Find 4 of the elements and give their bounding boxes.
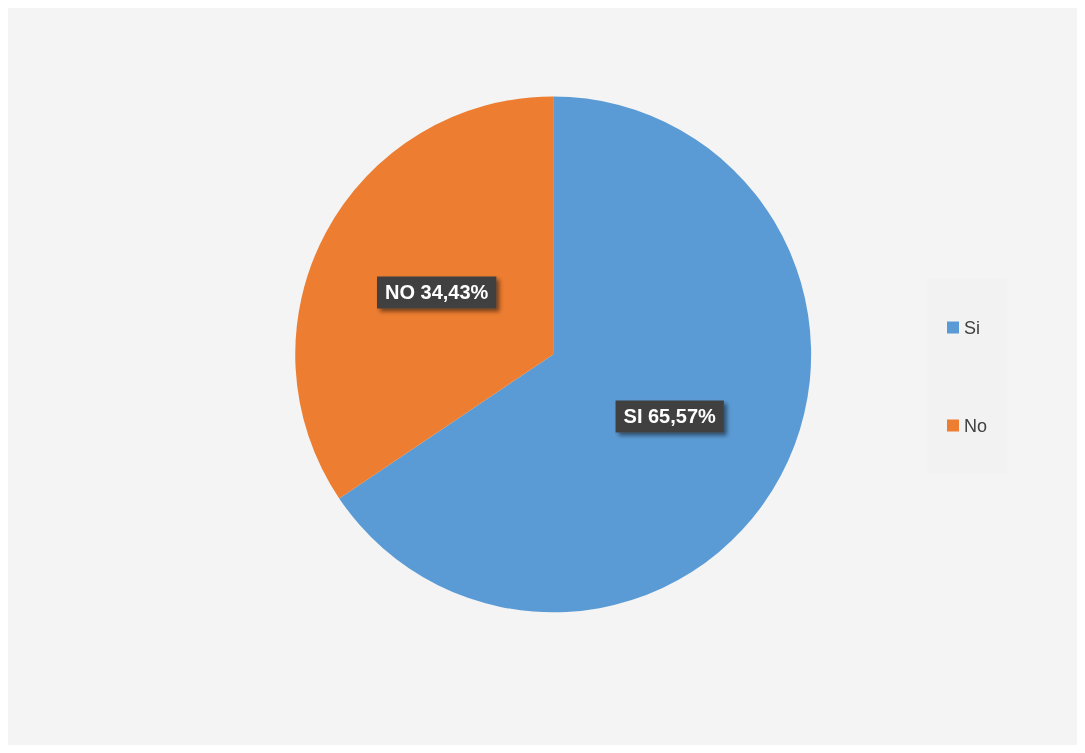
legend-label: Si bbox=[963, 317, 981, 338]
data-label: SI 65,57% bbox=[623, 405, 717, 428]
legend-label: No bbox=[963, 415, 988, 436]
data-label: NO 34,43% bbox=[385, 281, 489, 304]
